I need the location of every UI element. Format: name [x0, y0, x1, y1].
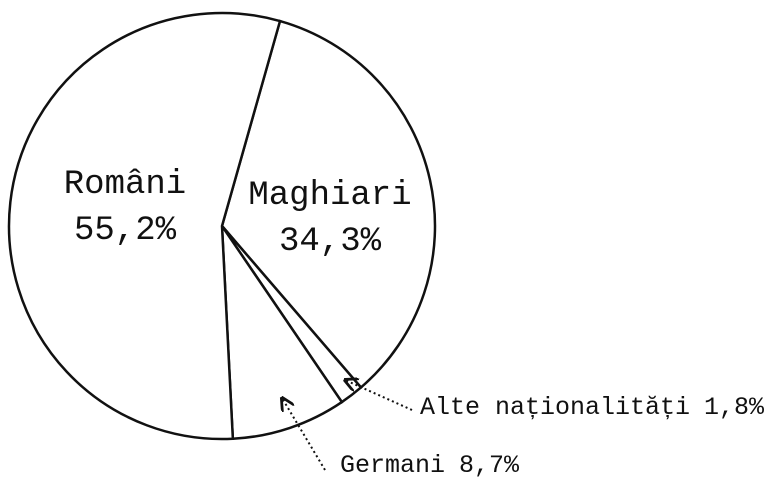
- pie-slice: [220, 221, 344, 441]
- slice-label-line: Alte naționalități 1,8%: [420, 393, 765, 422]
- value-label: 8,7%: [459, 451, 520, 480]
- value-label: 55,2%: [74, 212, 177, 250]
- value-label: 1,8%: [704, 393, 765, 422]
- slice-label-line: Germani 8,7%: [340, 451, 520, 480]
- slice-label: Români: [64, 166, 186, 204]
- value-label: 34,3%: [279, 223, 382, 261]
- leader-line: [282, 398, 326, 471]
- slice-label: Maghiari: [248, 177, 411, 215]
- pie-slice: [220, 19, 437, 390]
- pie-slice: [7, 11, 282, 441]
- leader-line: [345, 380, 413, 411]
- slice-label: Germani: [340, 451, 445, 480]
- slice-label: Alte naționalități: [420, 393, 690, 422]
